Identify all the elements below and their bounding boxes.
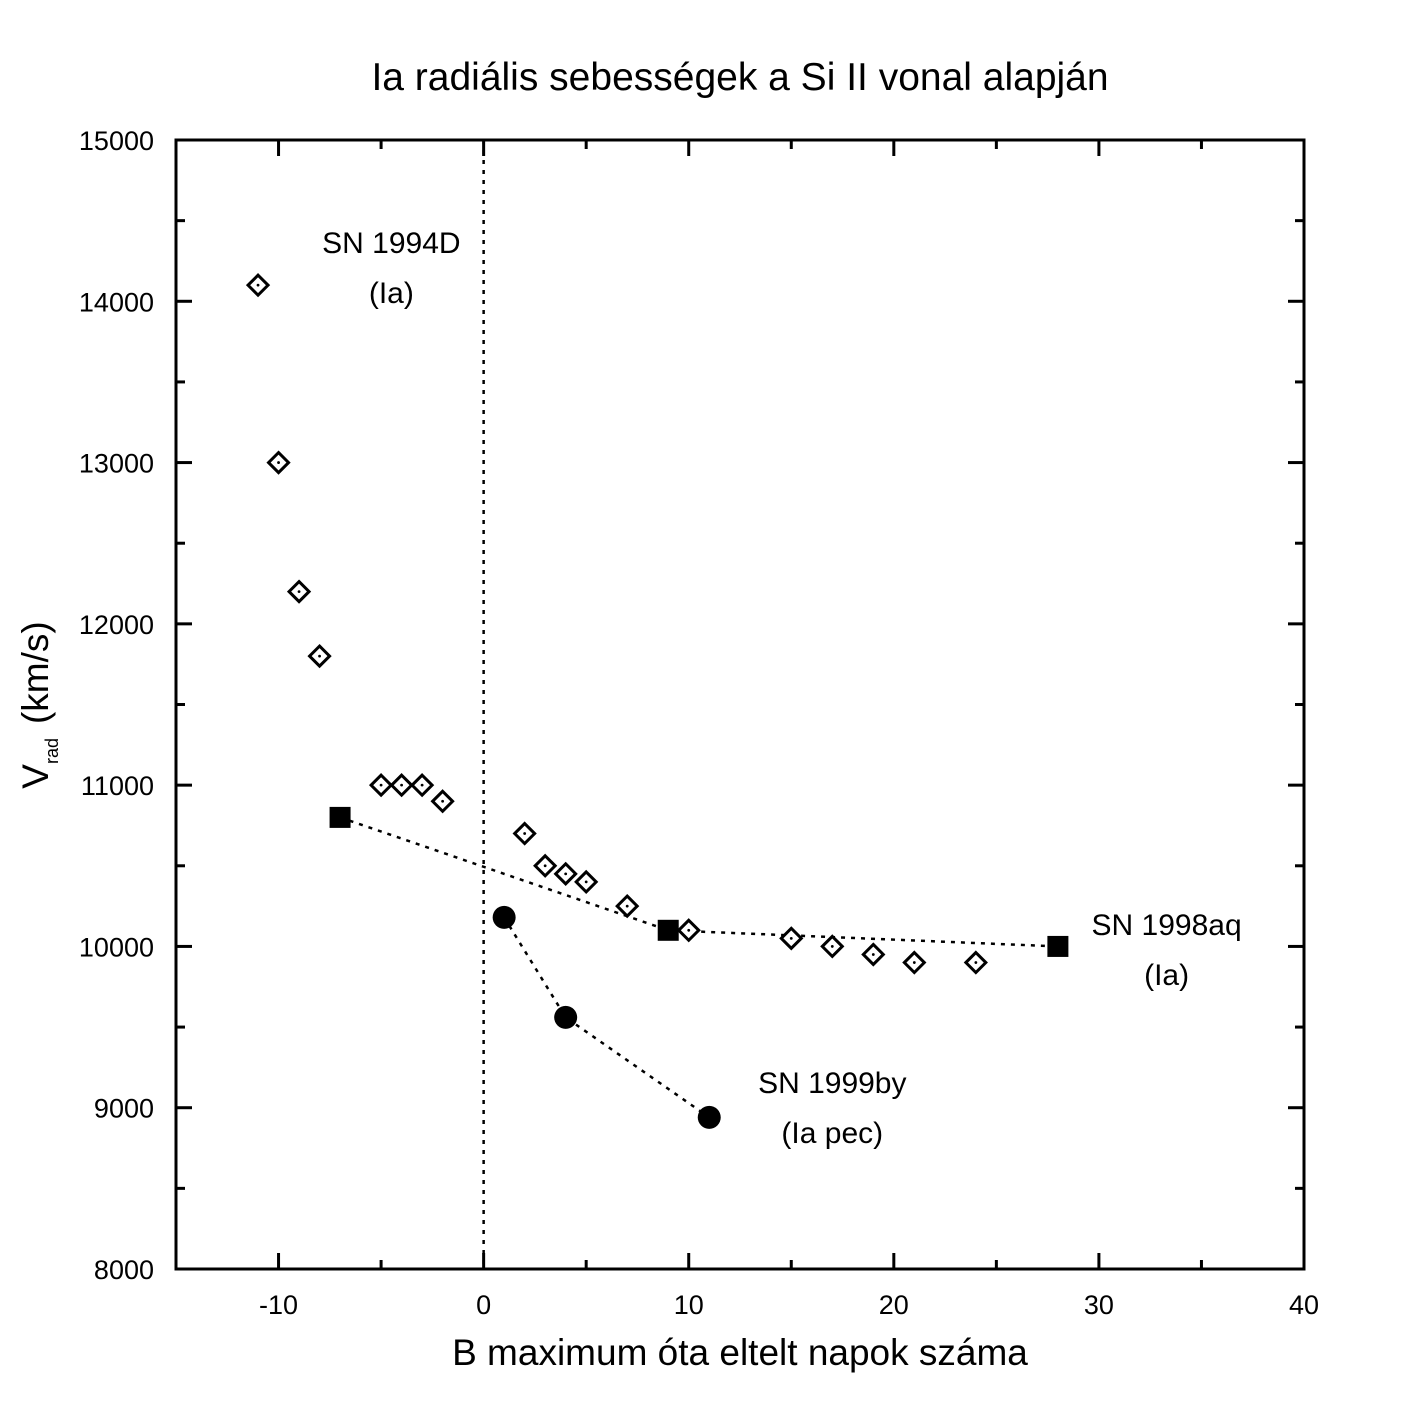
y-axis-ticks: 8000 9000 10000 11000 12000 13000 14000 15000 <box>79 126 1304 1285</box>
x-tick-label: -10 <box>259 1290 298 1320</box>
open-diamond-point-center <box>625 904 629 908</box>
y-tick-label: 14000 <box>79 287 154 317</box>
y-tick-label: 13000 <box>79 449 154 479</box>
series-line <box>339 816 1058 948</box>
open-diamond-point-center <box>318 654 321 658</box>
y-tick-label: 15000 <box>79 126 154 156</box>
open-diamond-point-center <box>277 461 280 464</box>
x-axis-ticks: -10 0 10 20 30 40 <box>174 140 1319 1320</box>
open-diamond-point-center <box>584 880 588 884</box>
open-diamond-point-center <box>830 945 834 948</box>
x-axis-title: B maximum óta eltelt napok száma <box>452 1332 1028 1373</box>
x-tick-label: 0 <box>476 1290 491 1320</box>
open-diamond-point-center <box>379 783 383 787</box>
annotation-label: (Ia) <box>369 277 414 310</box>
open-diamond-point-center <box>687 928 691 932</box>
open-diamond-point-center <box>789 936 793 940</box>
annotation-label: SN 1994D <box>322 227 460 260</box>
open-diamond-point-center <box>256 283 260 287</box>
filled-square-point <box>329 806 351 828</box>
y-tick-label: 11000 <box>81 771 154 801</box>
plot-frame <box>174 138 1306 1271</box>
open-diamond-point-center <box>543 864 547 868</box>
open-diamond-point-center <box>420 783 424 787</box>
open-diamond-point-center <box>564 872 568 876</box>
annotation-label: SN 1999by <box>758 1067 906 1100</box>
filled-circle-point <box>697 1105 721 1129</box>
open-diamond-point-center <box>912 961 916 964</box>
y-tick-label: 10000 <box>79 932 154 962</box>
y-tick-label: 8000 <box>94 1255 154 1285</box>
open-diamond-point-center <box>297 590 301 593</box>
open-diamond-point-center <box>974 961 978 964</box>
open-diamond-point-center <box>523 832 527 835</box>
annotation-label: (Ia pec) <box>781 1117 883 1150</box>
filled-circle-point <box>492 905 516 929</box>
filled-circle-point <box>554 1005 578 1029</box>
filled-square-point <box>657 919 679 941</box>
y-axis-title-main: V <box>15 764 56 789</box>
y-axis-title: Vrad (km/s) <box>15 621 62 788</box>
annotations: SN 1994D (Ia) SN 1998aq (Ia) SN 1999by (Ia pe… <box>322 227 1242 1150</box>
x-tick-label: 40 <box>1289 1290 1319 1320</box>
y-tick-label: 9000 <box>94 1094 154 1124</box>
y-axis-title-unit: (km/s) <box>15 621 56 724</box>
open-diamond-point-center <box>400 783 403 787</box>
x-tick-label: 10 <box>674 1290 704 1320</box>
data-markers <box>245 273 1069 1129</box>
annotation-label: (Ia) <box>1144 959 1189 992</box>
open-diamond-point-center <box>871 953 875 956</box>
x-tick-label: 20 <box>879 1290 909 1320</box>
open-diamond-point-center <box>441 799 445 803</box>
annotation-label: SN 1998aq <box>1092 909 1242 942</box>
series-connectors <box>339 816 1058 1119</box>
series-line <box>503 916 710 1119</box>
y-tick-label: 12000 <box>79 610 154 640</box>
y-axis-title-subscript: rad <box>42 738 62 764</box>
x-tick-label: 30 <box>1084 1290 1114 1320</box>
filled-square-point <box>1047 935 1069 957</box>
chart-title: Ia radiális sebességek a Si II vonal ala… <box>371 56 1108 99</box>
